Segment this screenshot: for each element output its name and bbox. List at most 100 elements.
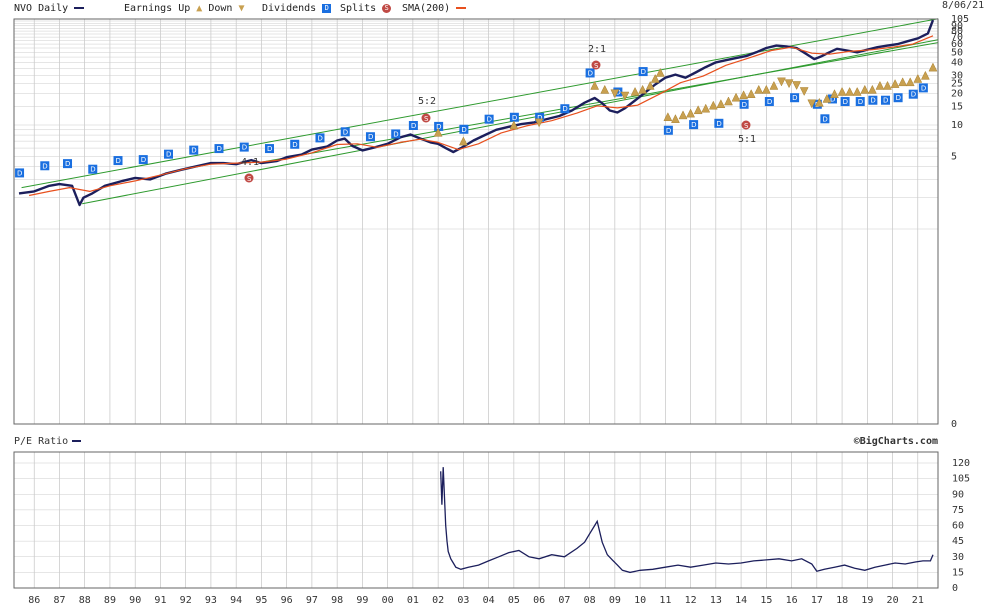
earnings-up-marker [920, 70, 930, 80]
dividend-marker-text: D [292, 141, 297, 149]
y-tick-label: 80 [951, 26, 963, 37]
up-triangle-icon: ▲ [196, 3, 203, 14]
dividend-marker-text: D [90, 166, 95, 174]
legend-earnings: Earnings Up ▲ Down ▼ [124, 3, 245, 14]
split-marker-text: S [744, 122, 749, 130]
dividend-marker-text: D [615, 88, 620, 96]
legend-splits-label: Splits [340, 3, 377, 14]
dividend-marker-text: D [512, 114, 517, 122]
pe-title: P/E Ratio [14, 436, 68, 447]
x-tick-label: 11 [659, 595, 671, 606]
earnings-up-marker [655, 67, 665, 77]
dividend-marker [868, 95, 878, 105]
dividend-marker [484, 114, 494, 124]
dividend-marker-text: D [65, 160, 70, 168]
pe-y-tick-label: 30 [952, 552, 964, 563]
y-tick-label: 10 [951, 120, 963, 131]
pe-line [440, 467, 934, 574]
x-tick-label: 19 [861, 595, 873, 606]
credit-label: ©BigCharts.com [854, 435, 938, 447]
legend-symbol: NVO Daily [14, 3, 85, 14]
x-tick-label: 90 [129, 595, 141, 606]
pe-y-tick-label: 45 [952, 536, 964, 547]
dividend-marker-text: D [870, 97, 875, 105]
earnings-down-marker [807, 99, 817, 109]
dividend-marker [764, 97, 774, 107]
dividend-marker [585, 68, 595, 78]
x-tick-label: 21 [912, 595, 924, 606]
earnings-up-marker [671, 114, 680, 123]
dividend-marker [820, 114, 830, 124]
x-tick-label: 08 [584, 595, 596, 606]
x-tick-label: 99 [356, 595, 368, 606]
split-icon: S [382, 3, 392, 13]
x-tick-label: 95 [255, 595, 267, 606]
split-marker [741, 120, 751, 130]
x-tick-label: 03 [457, 595, 469, 606]
earnings-up-marker [731, 92, 741, 102]
x-tick-label: 86 [28, 595, 40, 606]
earnings-up-marker [708, 100, 718, 110]
earnings-down-marker [620, 91, 630, 101]
earnings-up-marker [739, 90, 749, 100]
dividend-marker-text: D [436, 123, 441, 131]
dividend-marker-text: D [393, 130, 398, 138]
dividend-marker [315, 133, 325, 143]
dividend-marker-text: D [42, 162, 47, 170]
earnings-up-marker [898, 77, 908, 87]
earnings-up-marker [746, 89, 756, 98]
dividend-marker [459, 124, 469, 134]
x-tick-label: 87 [53, 595, 65, 606]
y-tick-label: 20 [951, 89, 963, 100]
earnings-down-marker [792, 81, 802, 91]
x-tick-label: 13 [710, 595, 722, 606]
dividend-marker-text: D [822, 115, 827, 123]
earnings-up-marker [928, 62, 938, 72]
dividend-marker [535, 112, 545, 122]
dividend-marker [63, 159, 73, 169]
legend-dividends: Dividends D [262, 3, 332, 14]
dividend-marker [138, 155, 148, 165]
legend-price-swatch [74, 7, 85, 9]
x-tick-label: 01 [407, 595, 419, 606]
dividend-marker [214, 144, 224, 154]
legend-splits: Splits S [340, 3, 392, 14]
dividend-marker-text: D [317, 134, 322, 142]
earnings-up-marker [913, 73, 923, 83]
legend-sma-swatch [456, 7, 467, 9]
earnings-up-marker [693, 105, 703, 115]
legend-earnings-label: Earnings [124, 3, 173, 14]
dividend-marker [391, 129, 401, 139]
y-tick-label: 105 [951, 14, 969, 25]
dividend-marker [855, 97, 865, 107]
main-plot-frame [13, 18, 939, 425]
pe-series [440, 467, 934, 574]
earnings-up-marker [890, 79, 900, 88]
dividend-marker-text: D [691, 121, 696, 129]
dividend-marker [239, 142, 249, 152]
earnings-up-marker [769, 80, 779, 90]
date-label: 8/06/21 [942, 0, 984, 11]
earnings-up-marker [650, 73, 660, 83]
dividend-marker-text: D [343, 128, 348, 136]
y-tick-label: 70 [951, 32, 963, 43]
earnings-up-marker [509, 120, 519, 130]
dividend-marker [113, 156, 123, 166]
split-marker-text: S [594, 62, 599, 70]
dividend-marker-text: D [921, 84, 926, 92]
x-tick-label: 92 [180, 595, 192, 606]
x-tick-label: 14 [735, 595, 747, 606]
y-tick-label: 5 [951, 151, 957, 162]
dividend-marker [893, 93, 903, 103]
x-tick-label: 17 [811, 595, 823, 606]
dividend-marker [880, 95, 890, 105]
earnings-up-marker [754, 84, 764, 94]
x-tick-label: 00 [382, 595, 394, 606]
dividend-marker [827, 94, 837, 104]
earnings-up-marker [678, 110, 688, 120]
dividend-marker [689, 120, 699, 130]
y-tick-label: 60 [951, 39, 963, 50]
x-tick-label: 96 [281, 595, 293, 606]
pe-y-tick-label: 90 [952, 489, 964, 500]
earnings-down-marker [784, 79, 794, 89]
